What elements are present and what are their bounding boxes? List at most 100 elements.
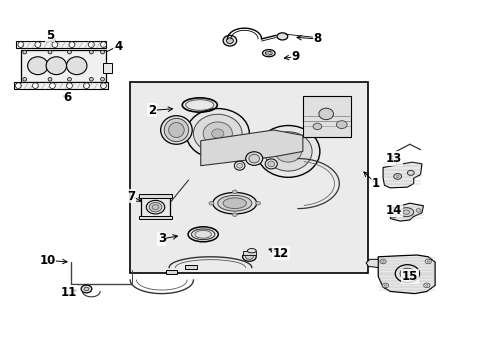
Ellipse shape: [424, 259, 430, 264]
Ellipse shape: [379, 259, 386, 264]
Ellipse shape: [407, 170, 413, 175]
Ellipse shape: [203, 122, 232, 145]
Bar: [139, 194, 172, 198]
Ellipse shape: [245, 254, 253, 259]
Ellipse shape: [393, 174, 401, 179]
Text: 6: 6: [63, 91, 71, 104]
Bar: [165, 270, 177, 274]
Ellipse shape: [84, 287, 89, 291]
Ellipse shape: [415, 208, 420, 212]
Ellipse shape: [384, 284, 386, 286]
Polygon shape: [201, 130, 302, 166]
Ellipse shape: [217, 195, 251, 211]
Ellipse shape: [69, 42, 75, 48]
Bar: [242, 251, 256, 255]
Ellipse shape: [399, 268, 414, 279]
Ellipse shape: [264, 159, 277, 169]
Ellipse shape: [46, 57, 66, 75]
Ellipse shape: [232, 190, 237, 194]
Ellipse shape: [255, 202, 260, 205]
Ellipse shape: [28, 57, 48, 75]
Ellipse shape: [277, 33, 287, 40]
Ellipse shape: [101, 83, 106, 89]
Text: 1: 1: [371, 177, 379, 190]
Text: 3: 3: [158, 233, 165, 246]
Ellipse shape: [32, 83, 38, 89]
Text: 7: 7: [127, 190, 136, 203]
Ellipse shape: [195, 230, 211, 238]
Bar: [16, 41, 106, 48]
Text: 13: 13: [386, 152, 402, 165]
Ellipse shape: [423, 283, 429, 288]
Ellipse shape: [35, 42, 41, 48]
Ellipse shape: [101, 50, 104, 54]
Bar: [103, 63, 112, 73]
Ellipse shape: [318, 108, 333, 120]
Ellipse shape: [16, 83, 21, 89]
Ellipse shape: [149, 203, 162, 212]
Text: 4: 4: [114, 40, 122, 53]
Ellipse shape: [223, 35, 236, 46]
Ellipse shape: [234, 161, 244, 170]
Ellipse shape: [101, 42, 106, 48]
Ellipse shape: [83, 83, 89, 89]
Ellipse shape: [23, 77, 27, 81]
Ellipse shape: [242, 252, 256, 261]
Polygon shape: [389, 203, 423, 221]
Ellipse shape: [81, 285, 92, 293]
Ellipse shape: [186, 109, 249, 158]
Ellipse shape: [160, 116, 192, 144]
Bar: [14, 82, 108, 89]
Ellipse shape: [193, 114, 242, 153]
Ellipse shape: [232, 213, 237, 216]
Ellipse shape: [18, 42, 24, 48]
Ellipse shape: [247, 249, 256, 253]
Ellipse shape: [266, 53, 268, 55]
Ellipse shape: [212, 193, 256, 214]
Ellipse shape: [264, 132, 311, 171]
Text: 9: 9: [291, 50, 299, 63]
Bar: [185, 265, 197, 269]
Text: 11: 11: [60, 286, 77, 299]
Ellipse shape: [48, 50, 52, 54]
Text: 8: 8: [313, 32, 321, 45]
Ellipse shape: [312, 123, 321, 130]
Ellipse shape: [168, 122, 184, 138]
Ellipse shape: [395, 175, 398, 177]
Ellipse shape: [146, 201, 164, 214]
Ellipse shape: [266, 51, 268, 53]
Ellipse shape: [66, 83, 72, 89]
Ellipse shape: [248, 154, 259, 163]
Bar: [302, 96, 351, 137]
Ellipse shape: [185, 100, 213, 111]
Ellipse shape: [425, 284, 427, 286]
Text: 12: 12: [272, 247, 288, 260]
Ellipse shape: [88, 42, 94, 48]
Ellipse shape: [398, 208, 413, 217]
Ellipse shape: [274, 141, 301, 162]
Text: 15: 15: [401, 270, 417, 283]
Ellipse shape: [403, 271, 410, 276]
Text: 2: 2: [148, 104, 156, 117]
Ellipse shape: [164, 118, 188, 141]
Polygon shape: [366, 259, 377, 267]
Ellipse shape: [394, 265, 419, 283]
Ellipse shape: [89, 50, 93, 54]
Polygon shape: [377, 255, 434, 294]
Text: 14: 14: [386, 204, 402, 217]
Ellipse shape: [267, 161, 274, 167]
Ellipse shape: [66, 57, 87, 75]
Ellipse shape: [48, 77, 52, 81]
Ellipse shape: [67, 77, 71, 81]
Bar: [139, 216, 172, 219]
Ellipse shape: [256, 126, 319, 177]
Ellipse shape: [245, 152, 262, 165]
Ellipse shape: [236, 163, 242, 168]
Ellipse shape: [402, 210, 409, 214]
Ellipse shape: [389, 213, 395, 218]
Ellipse shape: [426, 261, 428, 262]
Bar: [141, 197, 169, 217]
Ellipse shape: [381, 261, 384, 262]
Ellipse shape: [336, 121, 346, 129]
Ellipse shape: [269, 53, 272, 54]
